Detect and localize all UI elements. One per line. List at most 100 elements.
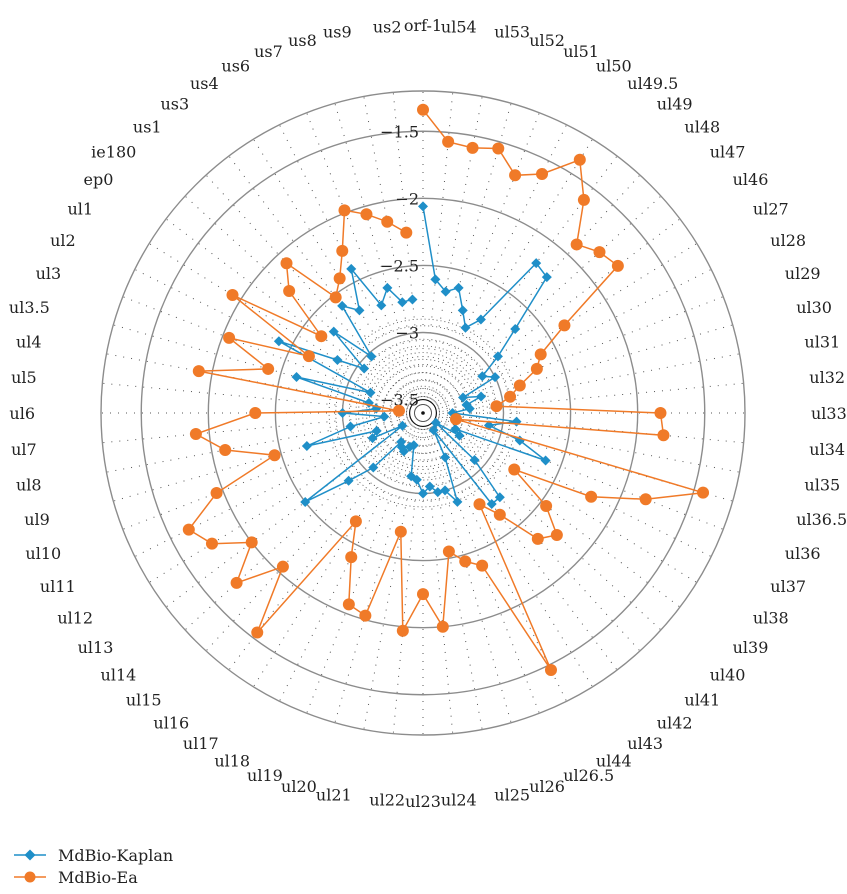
category-label: ul40 [710,665,746,684]
spoke-line [422,382,744,414]
data-point [513,379,526,392]
minor-ring [335,325,511,501]
category-label: ul24 [441,790,477,809]
data-point [283,284,296,297]
category-label: ul52 [529,31,565,50]
data-point [418,201,428,212]
data-point [365,387,376,398]
data-point [276,560,289,573]
category-label: ul10 [25,544,61,563]
spoke-line [422,92,454,414]
data-point [490,400,503,413]
data-point [343,475,354,486]
category-label: ul7 [11,440,37,459]
data-point [453,282,464,293]
category-label: ul26 [529,777,565,796]
spoke-line [122,412,424,530]
spoke-line [392,92,424,414]
category-label: ul12 [57,608,93,627]
grid-ring [408,398,438,428]
spoke-line [422,218,681,414]
category-label: ul47 [710,143,746,162]
r-tick-label: −2 [395,189,419,208]
data-point [367,433,378,444]
category-label: ul36 [785,544,821,563]
grid-ring [207,197,639,629]
data-point [440,286,451,297]
spoke-line [102,412,424,444]
data-point [639,493,652,506]
category-label: ul11 [40,577,76,596]
spoke-line [228,155,424,414]
category-label: ul1 [67,200,93,219]
legend: MdBio-Kaplan MdBio-Ea [12,844,173,888]
category-label: ul36.5 [796,510,847,529]
category-label: ul30 [796,298,832,317]
data-point [273,336,284,347]
legend-item-kaplan[interactable]: MdBio-Kaplan [12,844,173,866]
category-label: ul37 [770,577,806,596]
data-point [611,259,624,272]
category-label: ul29 [785,264,821,283]
data-point [337,408,348,418]
category-label: ul44 [596,751,632,770]
data-point [493,508,506,521]
data-point [381,215,394,228]
data-point [397,297,408,308]
data-point [359,363,370,374]
category-label: ul48 [684,117,720,136]
spoke-line [165,412,424,608]
data-point [430,417,441,428]
data-point [366,351,377,362]
data-point [475,314,486,325]
outer-ring [100,90,746,736]
center-point [421,411,425,415]
category-label: ul34 [809,440,845,459]
radial-tick-labels: −1.5 −2 −2.5 −3 −3.5 [380,122,419,409]
data-point [315,330,328,343]
spoke-line [165,218,424,414]
data-point [440,452,451,463]
data-point [346,263,357,274]
category-label: ul53 [494,23,530,42]
spoke-line [392,412,424,734]
data-point [469,455,480,466]
category-label: ul18 [214,751,250,770]
legend-item-ea[interactable]: MdBio-Ea [12,866,173,888]
data-point [376,300,387,311]
data-point [508,463,521,476]
spoke-line [422,103,512,414]
data-point [442,545,455,558]
category-label: ul31 [804,333,840,352]
data-point [360,208,373,221]
data-point [291,372,302,383]
spoke-line [122,296,424,414]
category-label: ul43 [627,734,663,753]
category-label: ul27 [753,200,789,219]
data-point [329,291,342,304]
r-tick-label: −3 [395,324,419,343]
series-MdBio-Ea [182,103,710,677]
spoke-line [113,412,424,502]
data-point [541,272,552,283]
spoke-line [422,412,712,557]
category-label: orf-1 [404,16,442,35]
spoke-line [422,124,567,414]
data-point [382,282,393,293]
data-point [182,523,195,536]
spoke-line [422,353,740,414]
spoke-line [363,96,424,414]
category-label: ul15 [126,691,162,710]
data-point [280,257,293,270]
spoke-line [102,382,424,414]
r-tick-label: −1.5 [380,122,419,141]
data-point [457,305,468,316]
data-point [452,496,463,507]
spoke-line [422,412,662,631]
spoke-line [422,412,740,473]
data-point [492,142,505,155]
minor-ring [402,392,444,434]
data-point [530,362,543,375]
data-point [406,471,417,482]
category-label: ul13 [78,638,114,657]
